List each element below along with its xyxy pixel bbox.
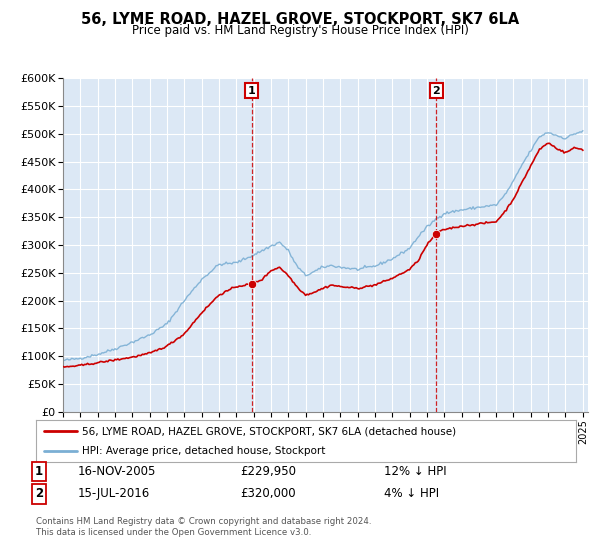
Text: 12% ↓ HPI: 12% ↓ HPI	[384, 465, 446, 478]
Text: 16-NOV-2005: 16-NOV-2005	[78, 465, 157, 478]
Text: 2: 2	[433, 86, 440, 96]
Text: 4% ↓ HPI: 4% ↓ HPI	[384, 487, 439, 501]
Text: 56, LYME ROAD, HAZEL GROVE, STOCKPORT, SK7 6LA (detached house): 56, LYME ROAD, HAZEL GROVE, STOCKPORT, S…	[82, 426, 456, 436]
Text: 15-JUL-2016: 15-JUL-2016	[78, 487, 150, 501]
Text: HPI: Average price, detached house, Stockport: HPI: Average price, detached house, Stoc…	[82, 446, 325, 456]
Text: £229,950: £229,950	[240, 465, 296, 478]
Text: 1: 1	[248, 86, 256, 96]
Text: 2: 2	[35, 487, 43, 501]
Text: Contains HM Land Registry data © Crown copyright and database right 2024.: Contains HM Land Registry data © Crown c…	[36, 517, 371, 526]
Text: £320,000: £320,000	[240, 487, 296, 501]
Text: This data is licensed under the Open Government Licence v3.0.: This data is licensed under the Open Gov…	[36, 528, 311, 537]
Text: Price paid vs. HM Land Registry's House Price Index (HPI): Price paid vs. HM Land Registry's House …	[131, 24, 469, 37]
Text: 1: 1	[35, 465, 43, 478]
Text: 56, LYME ROAD, HAZEL GROVE, STOCKPORT, SK7 6LA: 56, LYME ROAD, HAZEL GROVE, STOCKPORT, S…	[81, 12, 519, 27]
